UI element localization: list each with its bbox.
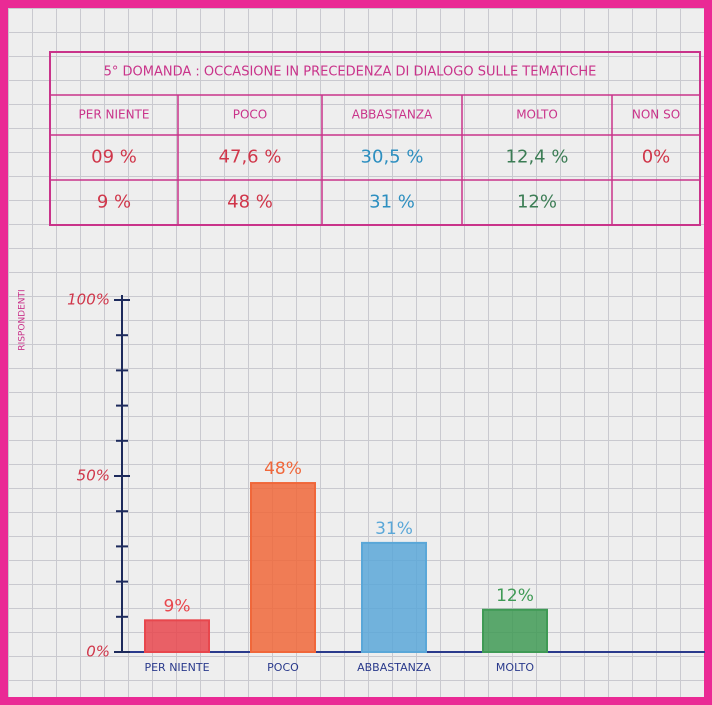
y-tick-label: 100% bbox=[67, 291, 110, 309]
y-tick-label: 0% bbox=[86, 643, 110, 661]
table-title: 5° DOMANDA : OCCASIONE IN PRECEDENZA DI … bbox=[104, 65, 597, 80]
value-label: 12% bbox=[496, 586, 534, 606]
table-cell: 0% bbox=[642, 147, 671, 168]
value-label: 9% bbox=[164, 596, 191, 616]
column-header: POCO bbox=[233, 108, 268, 122]
table-cell: 09 % bbox=[91, 147, 137, 168]
column-header: MOLTO bbox=[516, 108, 558, 122]
y-axis-label: RISPONDENTI bbox=[18, 289, 28, 350]
column-header: PER NIENTE bbox=[79, 108, 150, 122]
x-tick-label: MOLTO bbox=[496, 661, 534, 674]
column-header: NON SO bbox=[632, 108, 680, 122]
x-tick-label: ABBASTANZA bbox=[357, 661, 431, 674]
column-header: ABBASTANZA bbox=[352, 108, 433, 122]
bar bbox=[362, 543, 426, 652]
bar bbox=[251, 483, 315, 652]
x-tick-label: PER NIENTE bbox=[144, 661, 209, 674]
notebook-page: 5° DOMANDA : OCCASIONE IN PRECEDENZA DI … bbox=[0, 0, 712, 705]
bar bbox=[483, 610, 547, 652]
table-cell: 9 % bbox=[97, 192, 131, 213]
table-cell: 12,4 % bbox=[506, 147, 569, 168]
bar bbox=[145, 620, 209, 652]
y-tick-label: 50% bbox=[77, 467, 110, 485]
value-label: 48% bbox=[264, 459, 302, 479]
table-cell: 30,5 % bbox=[361, 147, 424, 168]
table-cell: 12% bbox=[517, 192, 557, 213]
x-tick-label: POCO bbox=[267, 661, 299, 674]
table-cell: 31 % bbox=[369, 192, 415, 213]
table-cell: 47,6 % bbox=[219, 147, 282, 168]
table-cell: 48 % bbox=[227, 192, 273, 213]
value-label: 31% bbox=[375, 519, 413, 539]
chart: 5° DOMANDA : OCCASIONE IN PRECEDENZA DI … bbox=[0, 0, 712, 705]
